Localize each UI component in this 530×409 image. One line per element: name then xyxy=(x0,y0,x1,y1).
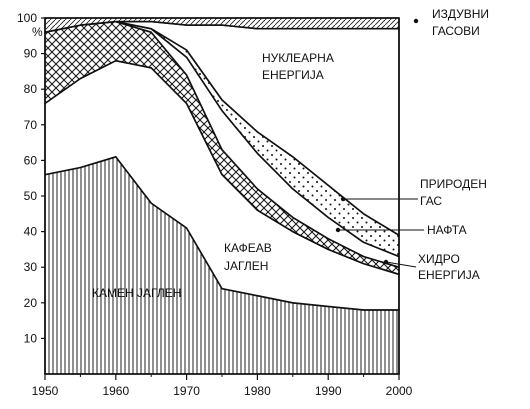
series-label: КАФЕАВ xyxy=(224,241,272,255)
series-label: ИЗДУВНИ xyxy=(432,7,489,21)
y-tick-label: 70 xyxy=(24,118,38,132)
y-tick-label: 20 xyxy=(24,296,38,310)
y-tick-label: 30 xyxy=(24,260,38,274)
annotation-leader-line xyxy=(385,261,417,268)
x-tick-label: 1980 xyxy=(244,384,271,398)
series-label: КАМЕН ЈАГЛЕН xyxy=(92,286,181,300)
series-label: ЕНЕРГИЈА xyxy=(418,268,480,282)
y-tick-label: 100 xyxy=(17,11,37,25)
series-label: ГАС xyxy=(420,194,442,208)
series-label: ЕНЕРГИЈА xyxy=(262,68,324,82)
y-tick-label: 90 xyxy=(24,47,38,61)
y-tick-label: 50 xyxy=(24,189,38,203)
x-tick-label: 2000 xyxy=(386,384,413,398)
x-tick-label: 1960 xyxy=(102,384,129,398)
y-tick-label: 80 xyxy=(24,82,38,96)
annotation-leader-dot xyxy=(340,196,346,202)
series-label: НАФТА xyxy=(427,223,467,237)
series-label: НУКЛЕАРНА xyxy=(262,51,334,65)
series-label: ХИДРО xyxy=(418,252,460,266)
x-axis-ticks: 1950 1960 1970 1980 1990 2000 xyxy=(32,374,413,398)
x-tick-label: 1990 xyxy=(315,384,342,398)
y-tick-label: 10 xyxy=(24,331,38,345)
x-tick-label: 1970 xyxy=(173,384,200,398)
y-axis-unit: % xyxy=(32,25,43,39)
series-label: ГАСОВИ xyxy=(432,24,480,38)
series-annotations: ИЗДУВНИ ГАСОВИ НУКЛЕАРНА ЕНЕРГИЈА ПРИРОДЕН ГА… xyxy=(92,7,489,300)
y-axis-ticks: 10 20 30 40 50 60 70 80 90 100 xyxy=(17,11,45,345)
annotation-leader-dot xyxy=(413,18,419,24)
x-tick-label: 1950 xyxy=(32,384,59,398)
area-layers xyxy=(44,17,400,375)
y-tick-label: 60 xyxy=(24,153,38,167)
series-label: ЈАГЛЕН xyxy=(224,259,268,273)
series-label: ПРИРОДЕН xyxy=(420,177,487,191)
y-tick-label: 40 xyxy=(24,225,38,239)
annotation-leader-dot xyxy=(383,259,389,265)
annotation-leader-dot xyxy=(335,227,341,233)
